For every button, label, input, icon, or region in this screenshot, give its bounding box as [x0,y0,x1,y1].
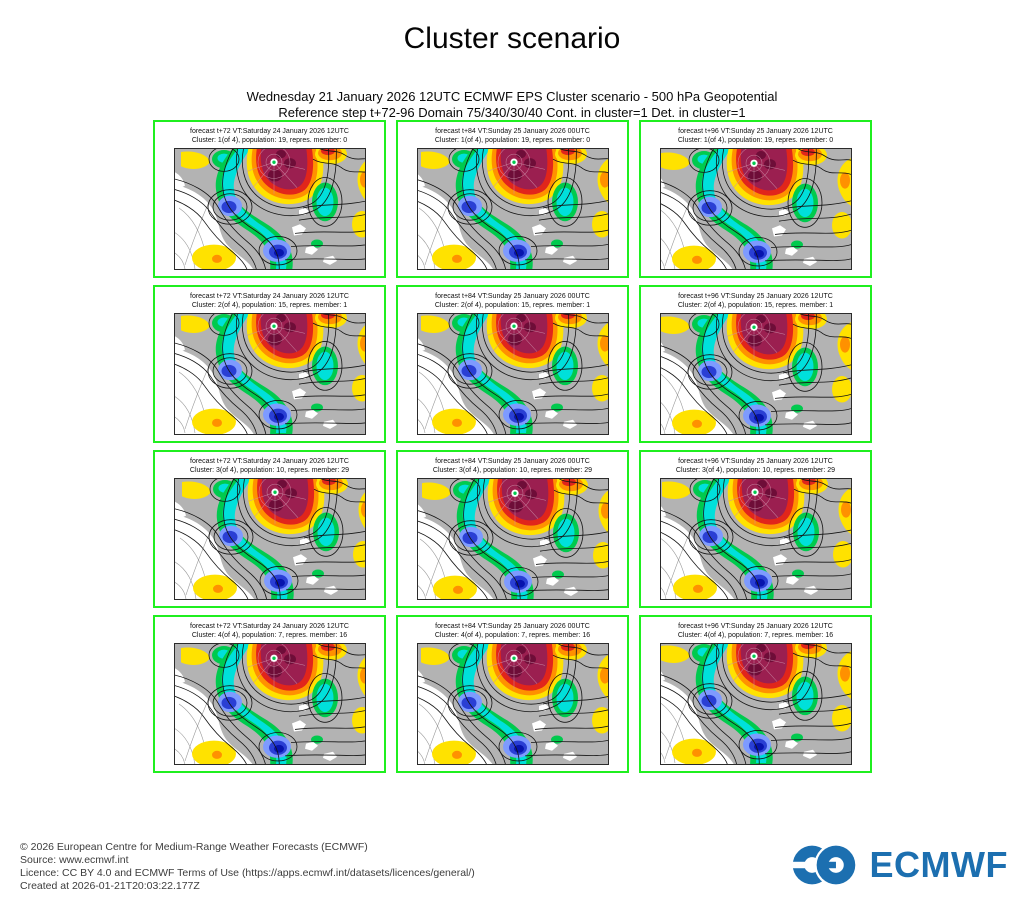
cluster-panel-grid: forecast t+72 VT:Saturday 24 January 202… [153,120,872,773]
cluster-panel-r2c1: forecast t+72 VT:Saturday 24 January 202… [153,285,386,443]
panel-cluster-label: Cluster: 2(of 4), population: 15, repres… [677,302,834,309]
geopotential-map [659,478,852,600]
panel-forecast-label: forecast t+84 VT:Sunday 25 January 2026 … [435,458,590,465]
geopotential-map [659,148,852,270]
subtitle-line-1: Wednesday 21 January 2026 12UTC ECMWF EP… [246,89,778,104]
panel-forecast-label: forecast t+96 VT:Sunday 25 January 2026 … [678,623,833,630]
ecmwf-logo: ECMWF [786,842,1008,888]
panel-cluster-label: Cluster: 2(of 4), population: 15, repres… [434,302,591,309]
panel-cluster-label: Cluster: 3(of 4), population: 10, repres… [675,467,836,474]
cluster-panel-r4c3: forecast t+96 VT:Sunday 25 January 2026 … [639,615,872,773]
footer-created-at: Created at 2026-01-21T20:03:22.177Z [20,880,200,892]
geopotential-map [659,313,852,435]
panel-cluster-label: Cluster: 2(of 4), population: 15, repres… [191,302,348,309]
cluster-panel-r1c1: forecast t+72 VT:Saturday 24 January 202… [153,120,386,278]
geopotential-map [173,643,366,765]
cluster-panel-r2c3: forecast t+96 VT:Sunday 25 January 2026 … [639,285,872,443]
geopotential-map [416,148,609,270]
panel-cluster-label: Cluster: 1(of 4), population: 19, repres… [677,137,834,144]
panel-cluster-label: Cluster: 1(of 4), population: 19, repres… [434,137,591,144]
cluster-panel-r2c2: forecast t+84 VT:Sunday 25 January 2026 … [396,285,629,443]
ecmwf-logo-mark [786,843,858,887]
panel-forecast-label: forecast t+84 VT:Sunday 25 January 2026 … [435,128,590,135]
panel-forecast-label: forecast t+72 VT:Saturday 24 January 202… [190,458,349,465]
panel-forecast-label: forecast t+84 VT:Sunday 25 January 2026 … [435,293,590,300]
subtitle-line-2: Reference step t+72-96 Domain 75/340/30/… [278,105,746,120]
panel-cluster-label: Cluster: 3(of 4), population: 10, repres… [432,467,593,474]
footer-licence: Licence: CC BY 4.0 and ECMWF Terms of Us… [20,867,475,879]
panel-forecast-label: forecast t+84 VT:Sunday 25 January 2026 … [435,623,590,630]
geopotential-map [173,313,366,435]
geopotential-map [659,643,852,765]
geopotential-map [416,313,609,435]
panel-cluster-label: Cluster: 1(of 4), population: 19, repres… [191,137,348,144]
cluster-panel-r4c2: forecast t+84 VT:Sunday 25 January 2026 … [396,615,629,773]
panel-forecast-label: forecast t+96 VT:Sunday 25 January 2026 … [678,293,833,300]
footer-attribution: © 2026 European Centre for Medium-Range … [20,841,475,893]
cluster-panel-r3c2: forecast t+84 VT:Sunday 25 January 2026 … [396,450,629,608]
page-title: Cluster scenario [403,22,621,55]
footer-source: Source: www.ecmwf.int [20,854,129,866]
footer-copyright: © 2026 European Centre for Medium-Range … [20,841,368,853]
panel-forecast-label: forecast t+72 VT:Saturday 24 January 202… [190,293,349,300]
panel-cluster-label: Cluster: 4(of 4), population: 7, repres.… [677,632,834,639]
cluster-panel-r1c3: forecast t+96 VT:Sunday 25 January 2026 … [639,120,872,278]
panel-cluster-label: Cluster: 3(of 4), population: 10, repres… [189,467,350,474]
panel-forecast-label: forecast t+96 VT:Sunday 25 January 2026 … [678,128,833,135]
chart-subtitle: Wednesday 21 January 2026 12UTC ECMWF EP… [0,89,1024,121]
panel-cluster-label: Cluster: 4(of 4), population: 7, repres.… [434,632,591,639]
cluster-panel-r3c1: forecast t+72 VT:Saturday 24 January 202… [153,450,386,608]
panel-forecast-label: forecast t+96 VT:Sunday 25 January 2026 … [678,458,833,465]
geopotential-map [416,643,609,765]
cluster-panel-r3c3: forecast t+96 VT:Sunday 25 January 2026 … [639,450,872,608]
ecmwf-logo-text: ECMWF [869,844,1008,885]
geopotential-map [173,478,366,600]
panel-forecast-label: forecast t+72 VT:Saturday 24 January 202… [190,128,349,135]
cluster-panel-r4c1: forecast t+72 VT:Saturday 24 January 202… [153,615,386,773]
cluster-panel-r1c2: forecast t+84 VT:Sunday 25 January 2026 … [396,120,629,278]
panel-cluster-label: Cluster: 4(of 4), population: 7, repres.… [191,632,348,639]
geopotential-map [173,148,366,270]
panel-forecast-label: forecast t+72 VT:Saturday 24 January 202… [190,623,349,630]
geopotential-map [416,478,609,600]
